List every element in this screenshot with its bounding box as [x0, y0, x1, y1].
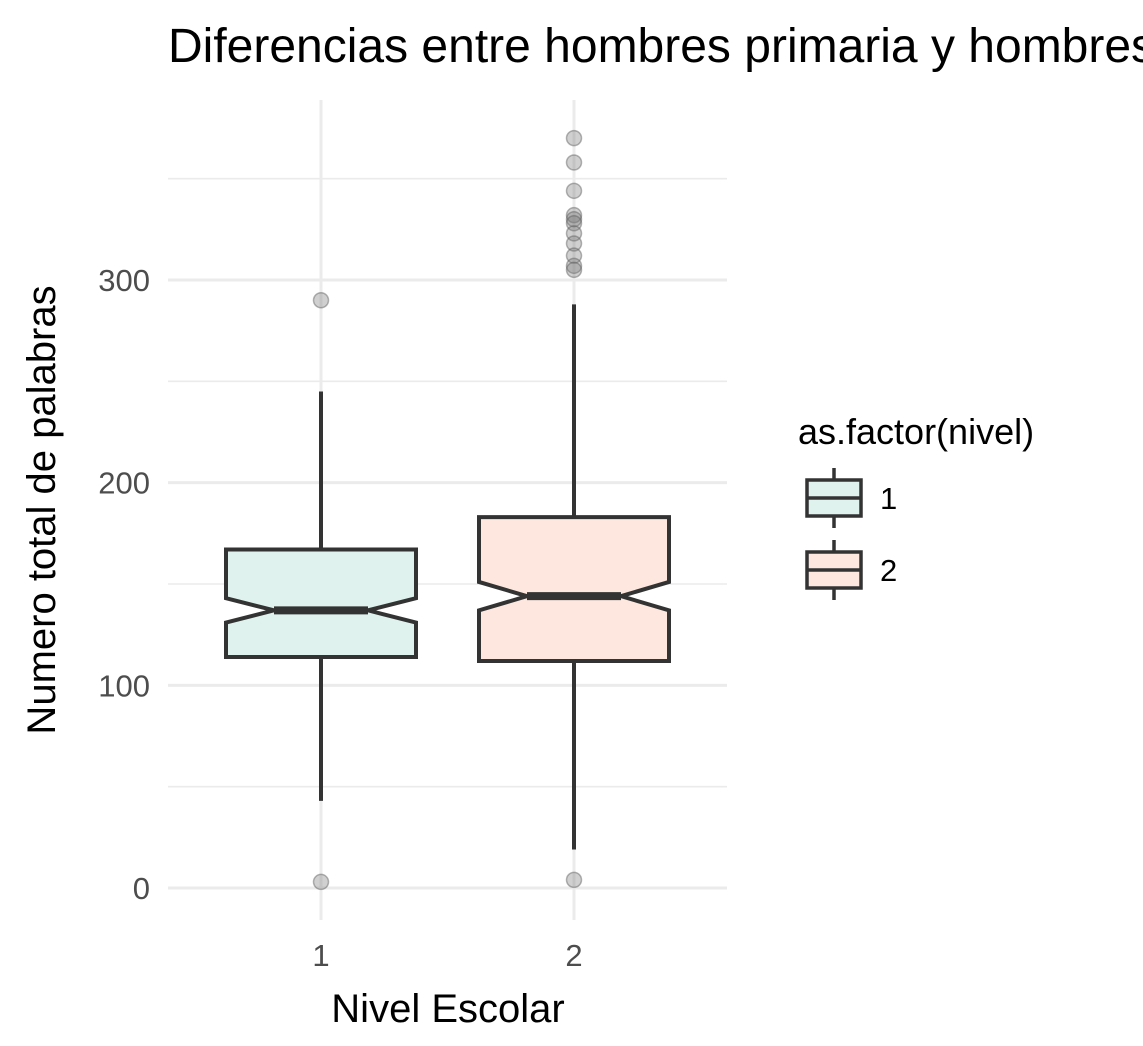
y-tick-label: 0	[133, 871, 150, 906]
legend-entry-2: 2	[805, 540, 897, 600]
legend: 12	[805, 468, 897, 600]
outlier-point	[312, 292, 330, 309]
outlier-point	[565, 129, 583, 147]
box-group-1	[224, 292, 418, 891]
outlier-point	[565, 225, 583, 242]
boxes	[224, 129, 671, 891]
outlier-point	[565, 247, 583, 264]
legend-label: 2	[880, 553, 897, 588]
outlier-point	[565, 257, 583, 275]
y-tick-label: 300	[98, 263, 150, 298]
box-group-2	[477, 129, 671, 889]
legend-title: as.factor(nivel)	[798, 411, 1034, 452]
x-tick-label: 2	[565, 938, 582, 973]
outlier-point	[565, 871, 583, 889]
legend-label: 1	[880, 481, 897, 516]
x-tick-label: 1	[312, 938, 329, 973]
y-axis-ticks: 0 100 200 300	[98, 263, 150, 906]
box-1	[224, 547, 418, 659]
legend-entry-1: 1	[805, 468, 897, 528]
outlier-point	[565, 261, 583, 279]
y-axis-title: Numero total de palabras	[20, 285, 64, 734]
outlier-point	[565, 235, 583, 252]
grid	[168, 100, 727, 920]
y-tick-label: 100	[98, 668, 150, 703]
x-axis-title: Nivel Escolar	[331, 987, 564, 1031]
outlier-point	[565, 210, 583, 228]
chart-title: Diferencias entre hombres primaria y hom…	[168, 20, 1143, 73]
outlier-point	[565, 154, 583, 171]
outlier-point	[565, 215, 583, 232]
outlier-point	[565, 206, 583, 224]
box-2	[477, 515, 671, 664]
outlier-point	[312, 873, 330, 891]
outlier-point	[565, 182, 583, 200]
y-tick-label: 200	[98, 466, 150, 501]
